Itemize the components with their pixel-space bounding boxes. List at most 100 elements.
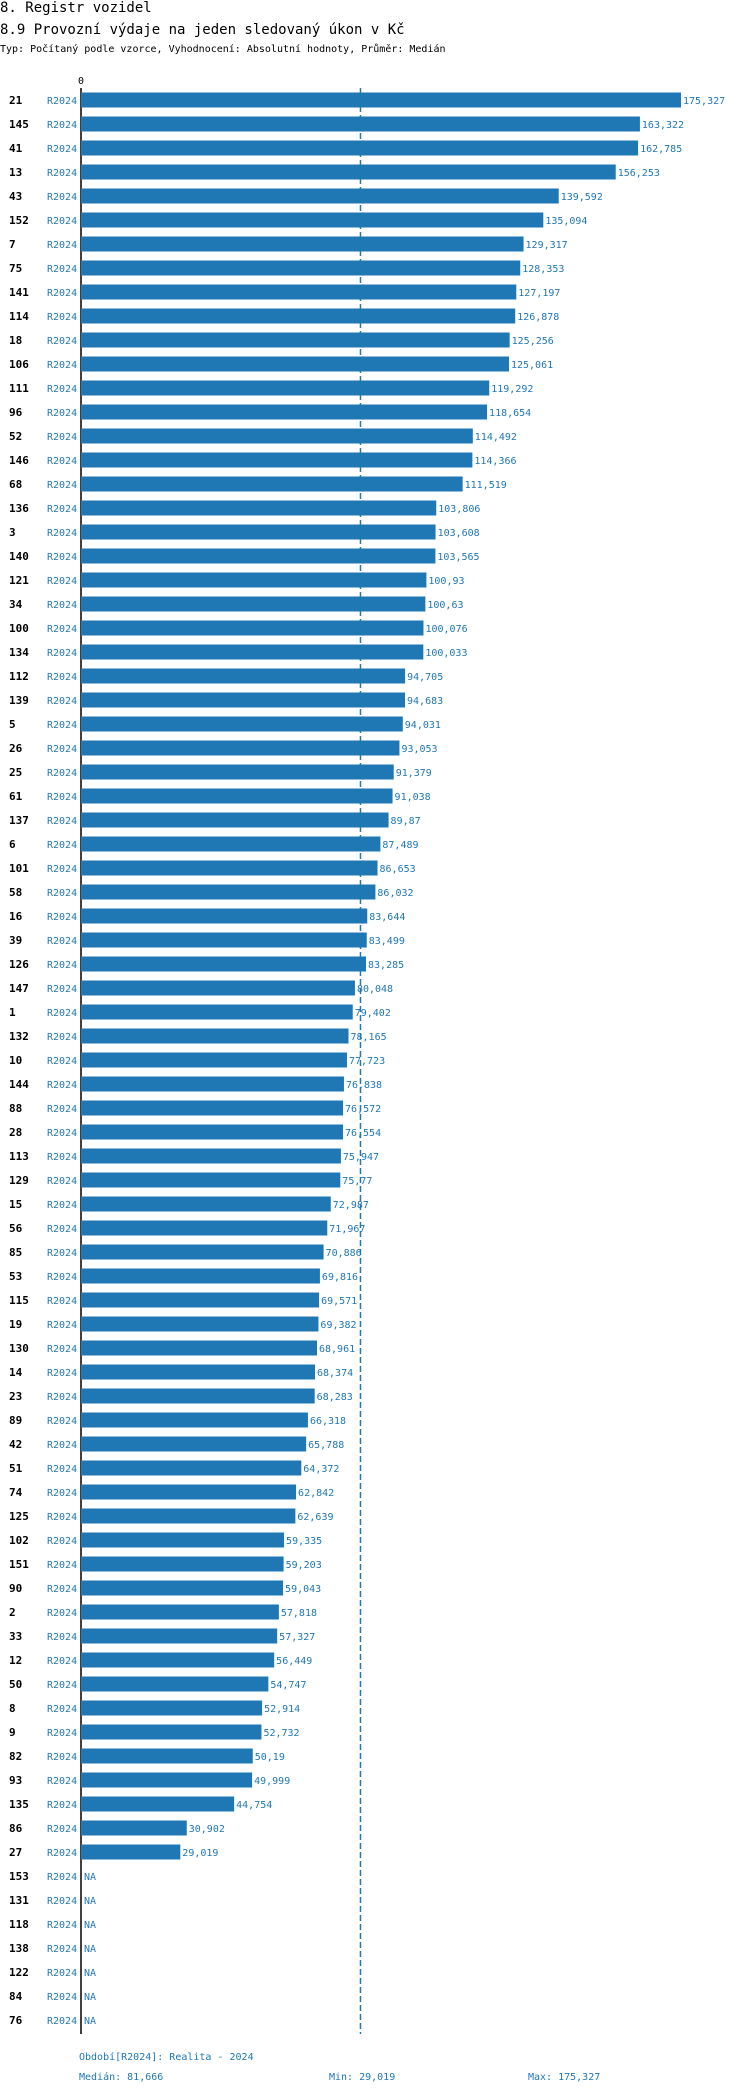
series-label: R2024	[47, 1872, 77, 1883]
series-label: R2024	[47, 1320, 77, 1331]
bar	[81, 1628, 278, 1644]
bar	[81, 212, 544, 228]
series-label: R2024	[47, 312, 77, 323]
category-label: 53	[9, 1270, 22, 1283]
bar	[81, 740, 400, 756]
bar	[81, 116, 640, 132]
series-label: R2024	[47, 504, 77, 515]
series-label: R2024	[47, 1680, 77, 1691]
category-label: 151	[9, 1558, 29, 1571]
value-label: 76,572	[345, 1104, 381, 1115]
series-label: R2024	[47, 1104, 77, 1115]
category-label: 132	[9, 1030, 29, 1043]
series-label: R2024	[47, 144, 77, 155]
value-label: 69,382	[320, 1320, 356, 1331]
value-label: 135,094	[545, 216, 587, 227]
series-label: R2024	[47, 432, 77, 443]
category-label: 51	[9, 1462, 23, 1475]
value-label: 29,019	[182, 1848, 218, 1859]
series-label: R2024	[47, 1440, 77, 1451]
series-label: R2024	[47, 960, 77, 971]
category-label: 114	[9, 310, 29, 323]
category-label: 129	[9, 1174, 29, 1187]
value-label: 94,031	[405, 720, 441, 731]
bar	[81, 1604, 279, 1620]
category-label: 56	[9, 1222, 23, 1235]
value-label: 119,292	[491, 384, 533, 395]
series-label: R2024	[47, 1824, 77, 1835]
category-label: 140	[9, 550, 29, 563]
category-label: 58	[9, 886, 22, 899]
category-label: 90	[9, 1582, 22, 1595]
bar	[81, 1532, 285, 1548]
bar	[81, 1268, 320, 1284]
series-label: R2024	[47, 600, 77, 611]
category-label: 85	[9, 1246, 22, 1259]
value-label-na: NA	[84, 1872, 96, 1883]
bar	[81, 428, 473, 444]
value-label: 100,93	[428, 576, 464, 587]
bar	[81, 476, 463, 492]
bar	[81, 404, 488, 420]
bar	[81, 1820, 187, 1836]
value-label: 72,987	[333, 1200, 369, 1211]
value-label: 59,203	[286, 1560, 322, 1571]
category-label: 139	[9, 694, 29, 707]
bar	[81, 1004, 353, 1020]
value-label: 68,961	[319, 1344, 355, 1355]
category-label: 25	[9, 766, 22, 779]
series-label: R2024	[47, 1968, 77, 1979]
value-label-na: NA	[84, 1944, 96, 1955]
series-label: R2024	[47, 552, 77, 563]
bar	[81, 1316, 319, 1332]
value-label: 91,038	[395, 792, 431, 803]
category-label: 33	[9, 1630, 22, 1643]
series-label: R2024	[47, 672, 77, 683]
value-label: 75,947	[343, 1152, 379, 1163]
footer-period: Období[R2024]: Realita - 2024	[79, 2052, 254, 2063]
value-label-na: NA	[84, 1992, 96, 2003]
series-label: R2024	[47, 360, 77, 371]
value-label: 50,19	[255, 1752, 285, 1763]
value-label: 64,372	[303, 1464, 339, 1475]
series-label: R2024	[47, 1056, 77, 1067]
value-label: 129,317	[526, 240, 568, 251]
bar	[81, 716, 403, 732]
bar	[81, 1676, 269, 1692]
value-label: 100,076	[425, 624, 467, 635]
bar	[81, 164, 616, 180]
footer-min: Min: 29,019	[329, 2072, 396, 2083]
bar	[81, 788, 393, 804]
category-label: 96	[9, 406, 23, 419]
value-label: 156,253	[618, 168, 660, 179]
category-label: 102	[9, 1534, 29, 1547]
bar	[81, 1652, 275, 1668]
value-label: 59,335	[286, 1536, 322, 1547]
series-label: R2024	[47, 1536, 77, 1547]
series-label: R2024	[47, 1368, 77, 1379]
category-label: 126	[9, 958, 29, 971]
bar	[81, 1028, 349, 1044]
series-label: R2024	[47, 576, 77, 587]
bar	[81, 1484, 297, 1500]
value-label: 66,318	[310, 1416, 346, 1427]
value-label: 68,283	[317, 1392, 353, 1403]
series-label: R2024	[47, 1896, 77, 1907]
series-label: R2024	[47, 192, 77, 203]
series-label: R2024	[47, 1992, 77, 2003]
value-label: 100,033	[425, 648, 467, 659]
category-label: 16	[9, 910, 23, 923]
category-label: 137	[9, 814, 29, 827]
value-label: 65,788	[308, 1440, 344, 1451]
category-label: 111	[9, 382, 29, 395]
category-label: 7	[9, 238, 16, 251]
series-label: R2024	[47, 1512, 77, 1523]
category-label: 3	[9, 526, 16, 539]
bar	[81, 1220, 328, 1236]
series-label: R2024	[47, 264, 77, 275]
value-label: 44,754	[236, 1800, 272, 1811]
category-label: 8	[9, 1702, 16, 1715]
series-label: R2024	[47, 1584, 77, 1595]
series-label: R2024	[47, 456, 77, 467]
series-label: R2024	[47, 912, 77, 923]
